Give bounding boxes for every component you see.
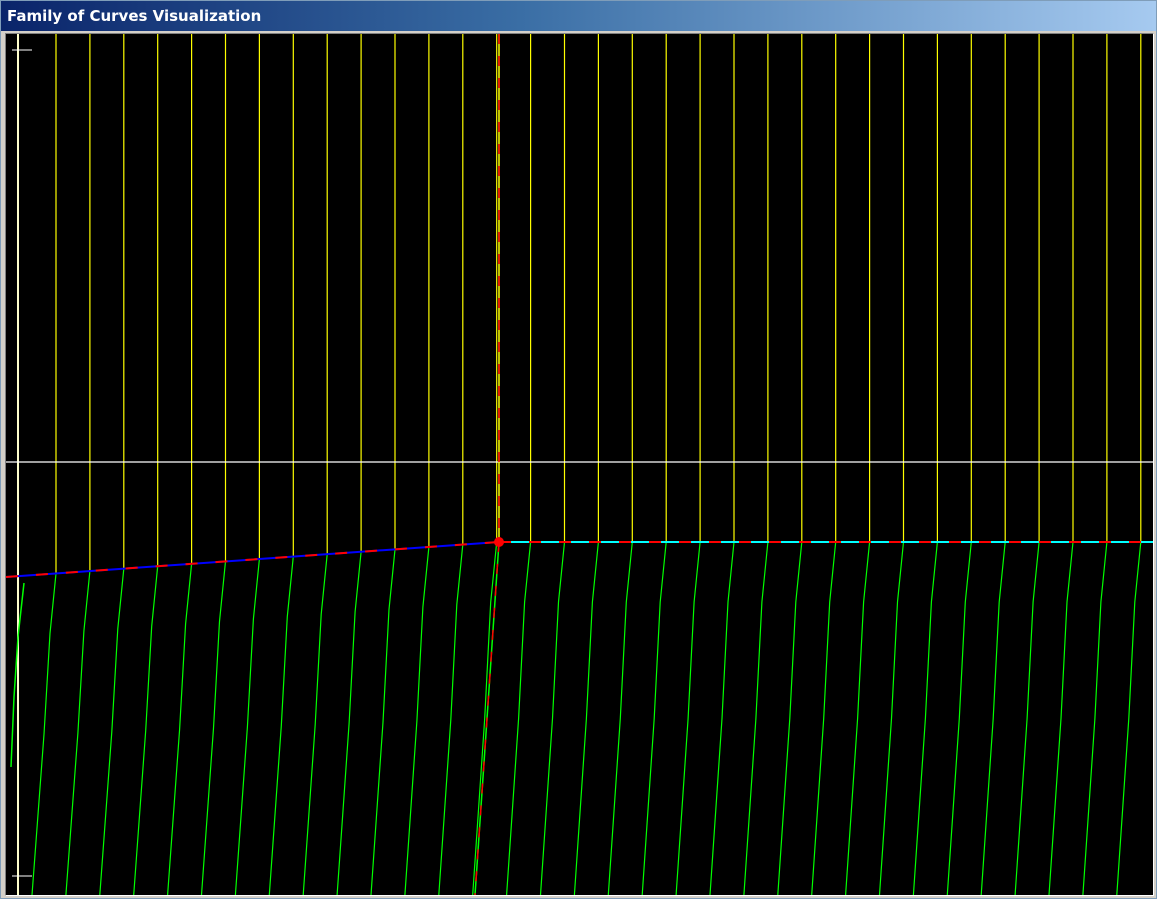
green-curve bbox=[573, 541, 599, 895]
green-curve bbox=[370, 549, 396, 895]
green-curve bbox=[641, 541, 667, 895]
green-curve bbox=[811, 541, 837, 895]
green-curve bbox=[878, 541, 905, 895]
green-curve bbox=[336, 551, 362, 895]
green-curve bbox=[31, 573, 57, 895]
green-curve bbox=[1116, 541, 1142, 895]
green-curve bbox=[946, 541, 972, 895]
green-curve bbox=[1082, 541, 1108, 895]
envelope-left-dash bbox=[6, 541, 500, 578]
green-curve bbox=[980, 541, 1006, 895]
green-curve-edge bbox=[10, 582, 25, 768]
green-curve bbox=[675, 541, 701, 895]
green-curve bbox=[1014, 541, 1040, 895]
green-curve bbox=[234, 558, 260, 895]
green-curve bbox=[912, 541, 938, 895]
green-curve bbox=[200, 561, 227, 895]
critical-point-marker bbox=[494, 537, 504, 547]
green-curve bbox=[268, 556, 294, 895]
green-curve bbox=[472, 542, 498, 895]
green-curve bbox=[404, 546, 430, 895]
green-curve bbox=[506, 541, 532, 895]
green-curve bbox=[167, 563, 193, 895]
green-curve bbox=[133, 566, 159, 895]
green-curve bbox=[777, 541, 803, 895]
plot-canvas[interactable] bbox=[5, 33, 1154, 896]
green-curve bbox=[539, 541, 566, 895]
title-bar[interactable]: Family of Curves Visualization bbox=[1, 1, 1156, 31]
green-curve bbox=[743, 541, 769, 895]
green-curve bbox=[302, 554, 328, 895]
green-curve bbox=[1048, 541, 1074, 895]
curves-plot bbox=[6, 34, 1153, 895]
green-curve bbox=[607, 541, 633, 895]
window-title: Family of Curves Visualization bbox=[7, 7, 262, 25]
green-curve bbox=[99, 568, 125, 895]
green-curve bbox=[709, 541, 735, 895]
green-curve bbox=[65, 570, 91, 895]
green-curve bbox=[438, 544, 464, 895]
green-curve bbox=[845, 541, 871, 895]
guide-lower-dash bbox=[474, 541, 500, 895]
